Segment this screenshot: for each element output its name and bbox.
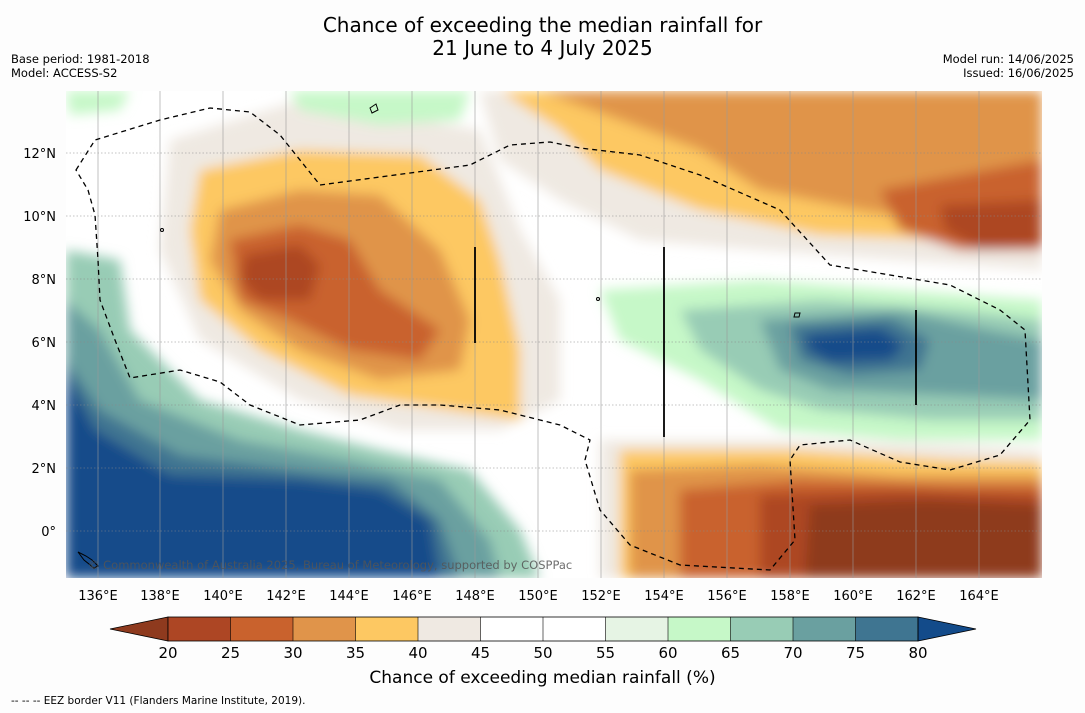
islands bbox=[77, 103, 801, 569]
colorbar-segment bbox=[230, 617, 293, 641]
colorbar-tick: 40 bbox=[408, 644, 427, 662]
region-20-25-nw bbox=[240, 245, 320, 300]
colorbar-tick: 45 bbox=[471, 644, 490, 662]
map-field bbox=[66, 91, 1042, 578]
colorbar-tick: 50 bbox=[533, 644, 552, 662]
map-title: Chance of exceeding the median rainfall … bbox=[0, 14, 1085, 60]
colorbar-tick: 60 bbox=[658, 644, 677, 662]
lon-label: 150°E bbox=[518, 589, 558, 604]
lon-label: 156°E bbox=[707, 589, 747, 604]
border-segments bbox=[474, 247, 917, 437]
issued-date: Issued: 16/06/2025 bbox=[963, 66, 1074, 80]
lon-label: 154°E bbox=[644, 589, 684, 604]
region-gt80-sw bbox=[66, 375, 440, 578]
region-gt80-e bbox=[805, 328, 905, 362]
copyright-notice: © Commonwealth of Australia 2025, Bureau… bbox=[88, 558, 573, 572]
lat-label: 8°N bbox=[32, 273, 57, 288]
lat-label: 10°N bbox=[23, 210, 56, 225]
colorbar: 20 25 30 35 40 45 50 55 60 65 70 75 80 bbox=[109, 616, 977, 662]
lat-label: 12°N bbox=[23, 147, 56, 162]
lon-label: 158°E bbox=[770, 589, 810, 604]
colorbar-segment bbox=[168, 617, 231, 641]
lon-label: 148°E bbox=[455, 589, 495, 604]
colorbar-label: Chance of exceeding median rainfall (%) bbox=[369, 668, 716, 688]
title-line-1: Chance of exceeding the median rainfall … bbox=[322, 13, 763, 37]
colorbar-tick: 35 bbox=[346, 644, 365, 662]
model-run: Model run: 14/06/2025 bbox=[942, 52, 1074, 66]
colorbar-tick: 65 bbox=[721, 644, 740, 662]
colorbar-tick: 80 bbox=[908, 644, 927, 662]
region-20-25-ne bbox=[940, 200, 1042, 250]
lon-label: 138°E bbox=[140, 589, 180, 604]
lat-label: 6°N bbox=[32, 336, 57, 351]
colorbar-segment bbox=[355, 617, 418, 641]
model-name: Model: ACCESS-S2 bbox=[11, 66, 118, 80]
colorbar-segment bbox=[730, 617, 793, 641]
lon-label: 140°E bbox=[203, 589, 243, 604]
lon-label: 162°E bbox=[896, 589, 936, 604]
colorbar-segment bbox=[793, 617, 856, 641]
title-line-2: 21 June to 4 July 2025 bbox=[432, 36, 653, 60]
lat-label: 4°N bbox=[32, 399, 57, 414]
colorbar-segment bbox=[668, 617, 731, 641]
lon-label: 160°E bbox=[833, 589, 873, 604]
colorbar-high-extend bbox=[917, 616, 977, 642]
colorbar-segment bbox=[418, 617, 481, 641]
lon-label: 136°E bbox=[78, 589, 118, 604]
meta-left: Base period: 1981-2018 Model: ACCESS-S2 bbox=[11, 52, 150, 80]
colorbar-segment bbox=[543, 617, 606, 641]
colorbar-low-extend bbox=[109, 616, 169, 642]
eez-footnote: -- -- -- EEZ border V11 (Flanders Marine… bbox=[11, 695, 306, 707]
lon-label: 164°E bbox=[959, 589, 999, 604]
colorbar-segment bbox=[293, 617, 356, 641]
region-lt20-se bbox=[805, 500, 1042, 578]
colorbar-tick: 20 bbox=[158, 644, 177, 662]
lon-label: 142°E bbox=[266, 589, 306, 604]
lon-label: 152°E bbox=[581, 589, 621, 604]
eez-border bbox=[75, 107, 1031, 571]
lon-label: 146°E bbox=[392, 589, 432, 604]
graticule bbox=[66, 152, 1042, 532]
region-60-65-n bbox=[290, 91, 470, 125]
colorbar-tick: 25 bbox=[221, 644, 240, 662]
colorbar-tick: 55 bbox=[596, 644, 615, 662]
lat-label: 2°N bbox=[32, 462, 57, 477]
colorbar-segment bbox=[605, 617, 668, 641]
colorbar-tick: 75 bbox=[846, 644, 865, 662]
colorbar-segment bbox=[855, 617, 918, 641]
colorbar-tick: 70 bbox=[783, 644, 802, 662]
meta-right: Model run: 14/06/2025 Issued: 16/06/2025 bbox=[943, 52, 1074, 80]
colorbar-tick: 30 bbox=[283, 644, 302, 662]
lon-labels: 136°E 138°E 140°E 142°E 144°E 146°E 148°… bbox=[78, 589, 999, 604]
base-period: Base period: 1981-2018 bbox=[11, 52, 150, 66]
lat-label: 0° bbox=[41, 525, 56, 540]
lat-labels: 12°N 10°N 8°N 6°N 4°N 2°N 0° bbox=[23, 147, 56, 540]
colorbar-segment bbox=[480, 617, 543, 641]
meridians bbox=[97, 91, 980, 578]
lon-label: 144°E bbox=[329, 589, 369, 604]
